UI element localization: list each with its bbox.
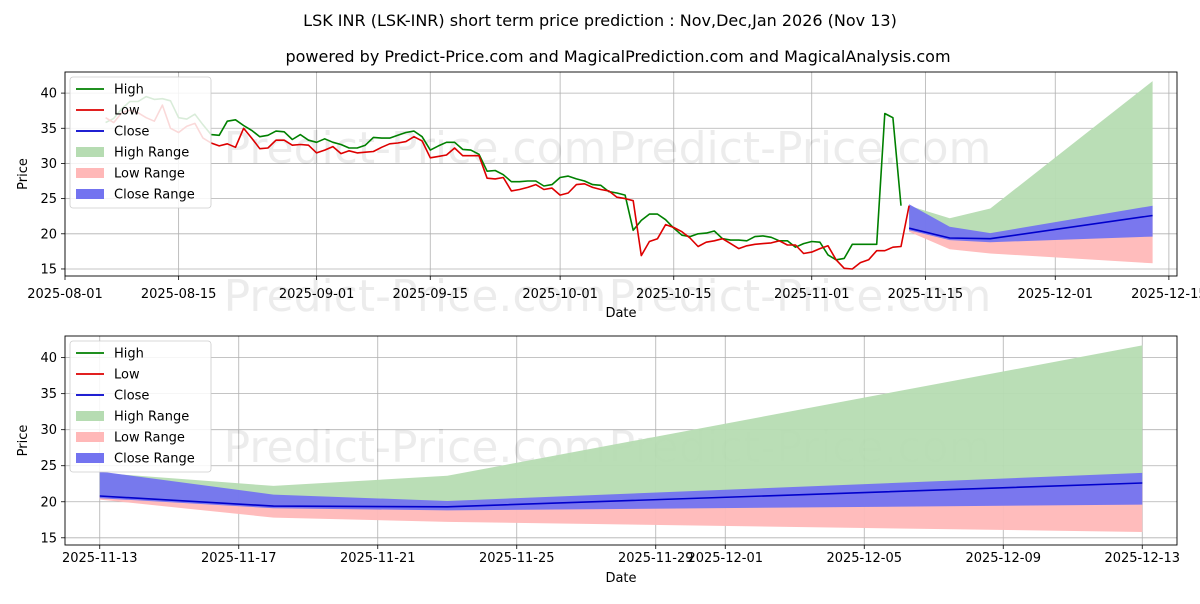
watermark: Predict-Price.com (224, 271, 607, 322)
chart-title: LSK INR (LSK-INR) short term price predi… (303, 11, 897, 30)
legend-label: High Range (114, 410, 189, 425)
legend-box (69, 340, 212, 473)
close-line (908, 214, 1153, 240)
legend-close-range-swatch (76, 453, 104, 463)
legend-box (69, 76, 212, 209)
y-tick-label: 20 (40, 495, 57, 510)
legend-label: Low Range (114, 431, 185, 446)
x-tick-label: 2025-12-01 (1017, 287, 1093, 302)
x-axis-label: Date (605, 571, 636, 586)
x-tick-label: 2025-11-15 (888, 287, 964, 302)
legend-label: Close (114, 389, 149, 404)
legend: High Low Close High Range Low Range Close Ran… (69, 340, 212, 473)
x-tick-label: 2025-09-01 (279, 287, 355, 302)
legend-label: High (114, 83, 144, 98)
y-tick-label: 30 (40, 157, 57, 172)
x-tick-label: 2025-12-09 (965, 551, 1041, 566)
x-tick-label: 2025-12-15 (1131, 287, 1200, 302)
legend-label: High Range (114, 146, 189, 161)
legend-low-range-swatch (76, 432, 104, 442)
x-tick-label: 2025-08-01 (27, 287, 103, 302)
legend-label: Low (114, 104, 140, 119)
legend-high-range-swatch (76, 411, 104, 421)
high-range-area (99, 345, 1143, 507)
chart-subtitle: powered by Predict-Price.com and Magical… (285, 47, 950, 66)
y-tick-label: 20 (40, 227, 57, 242)
x-tick-label: 2025-10-15 (636, 287, 712, 302)
x-tick-label: 2025-10-01 (522, 287, 598, 302)
watermark: Predict-Price.com (609, 123, 992, 174)
plot-frame (64, 71, 1178, 277)
y-tick-label: 40 (40, 351, 57, 366)
x-tick-label: 2025-11-13 (62, 551, 138, 566)
x-tick-label: 2025-11-25 (479, 551, 555, 566)
close-range-area (909, 204, 1153, 243)
legend-label: Low Range (114, 167, 185, 182)
x-tick-label: 2025-11-17 (201, 551, 277, 566)
y-axis-label: Price (16, 425, 31, 457)
y-tick-label: 35 (40, 387, 57, 402)
close-range-area (99, 471, 1143, 511)
y-tick-label: 25 (40, 192, 57, 207)
x-tick-label: 2025-11-01 (774, 287, 850, 302)
y-axis-label: Price (16, 158, 31, 190)
x-tick-label: 2025-11-21 (340, 551, 416, 566)
close-line (99, 482, 1143, 508)
y-tick-label: 40 (40, 87, 57, 102)
watermark: Predict-Price.com (224, 123, 607, 174)
high-range-area (909, 81, 1153, 239)
y-tick-label: 35 (40, 122, 57, 137)
high-line (105, 95, 902, 261)
bottom-panel: Predict-Price.comPredict-Price.com2025-1… (16, 335, 1180, 586)
x-tick-label: 2025-11-29 (618, 551, 694, 566)
y-tick-label: 25 (40, 459, 57, 474)
plot-frame (64, 335, 1178, 546)
legend-low-range-swatch (76, 168, 104, 178)
legend-label: Close Range (114, 452, 195, 467)
legend-high-range-swatch (76, 147, 104, 157)
y-tick-label: 15 (40, 262, 57, 277)
x-tick-label: 2025-08-15 (141, 287, 217, 302)
x-tick-label: 2025-12-05 (826, 551, 902, 566)
legend-close-range-swatch (76, 189, 104, 199)
x-axis-label: Date (605, 306, 636, 321)
legend-label: High (114, 347, 144, 362)
y-tick-label: 30 (40, 423, 57, 438)
x-tick-label: 2025-12-01 (687, 551, 763, 566)
legend-label: Close Range (114, 188, 195, 203)
legend-label: Close (114, 125, 149, 140)
x-tick-label: 2025-12-13 (1104, 551, 1180, 566)
top-panel: Predict-Price.com Predict-Price.comPredic… (16, 71, 1200, 322)
legend-label: Low (114, 368, 140, 383)
low-line (105, 104, 910, 270)
legend: High Low Close High Range Low Range Close Ran… (69, 76, 212, 209)
watermark: Predict-Price.com (609, 271, 992, 322)
y-tick-label: 15 (40, 531, 57, 546)
x-tick-label: 2025-09-15 (392, 287, 468, 302)
